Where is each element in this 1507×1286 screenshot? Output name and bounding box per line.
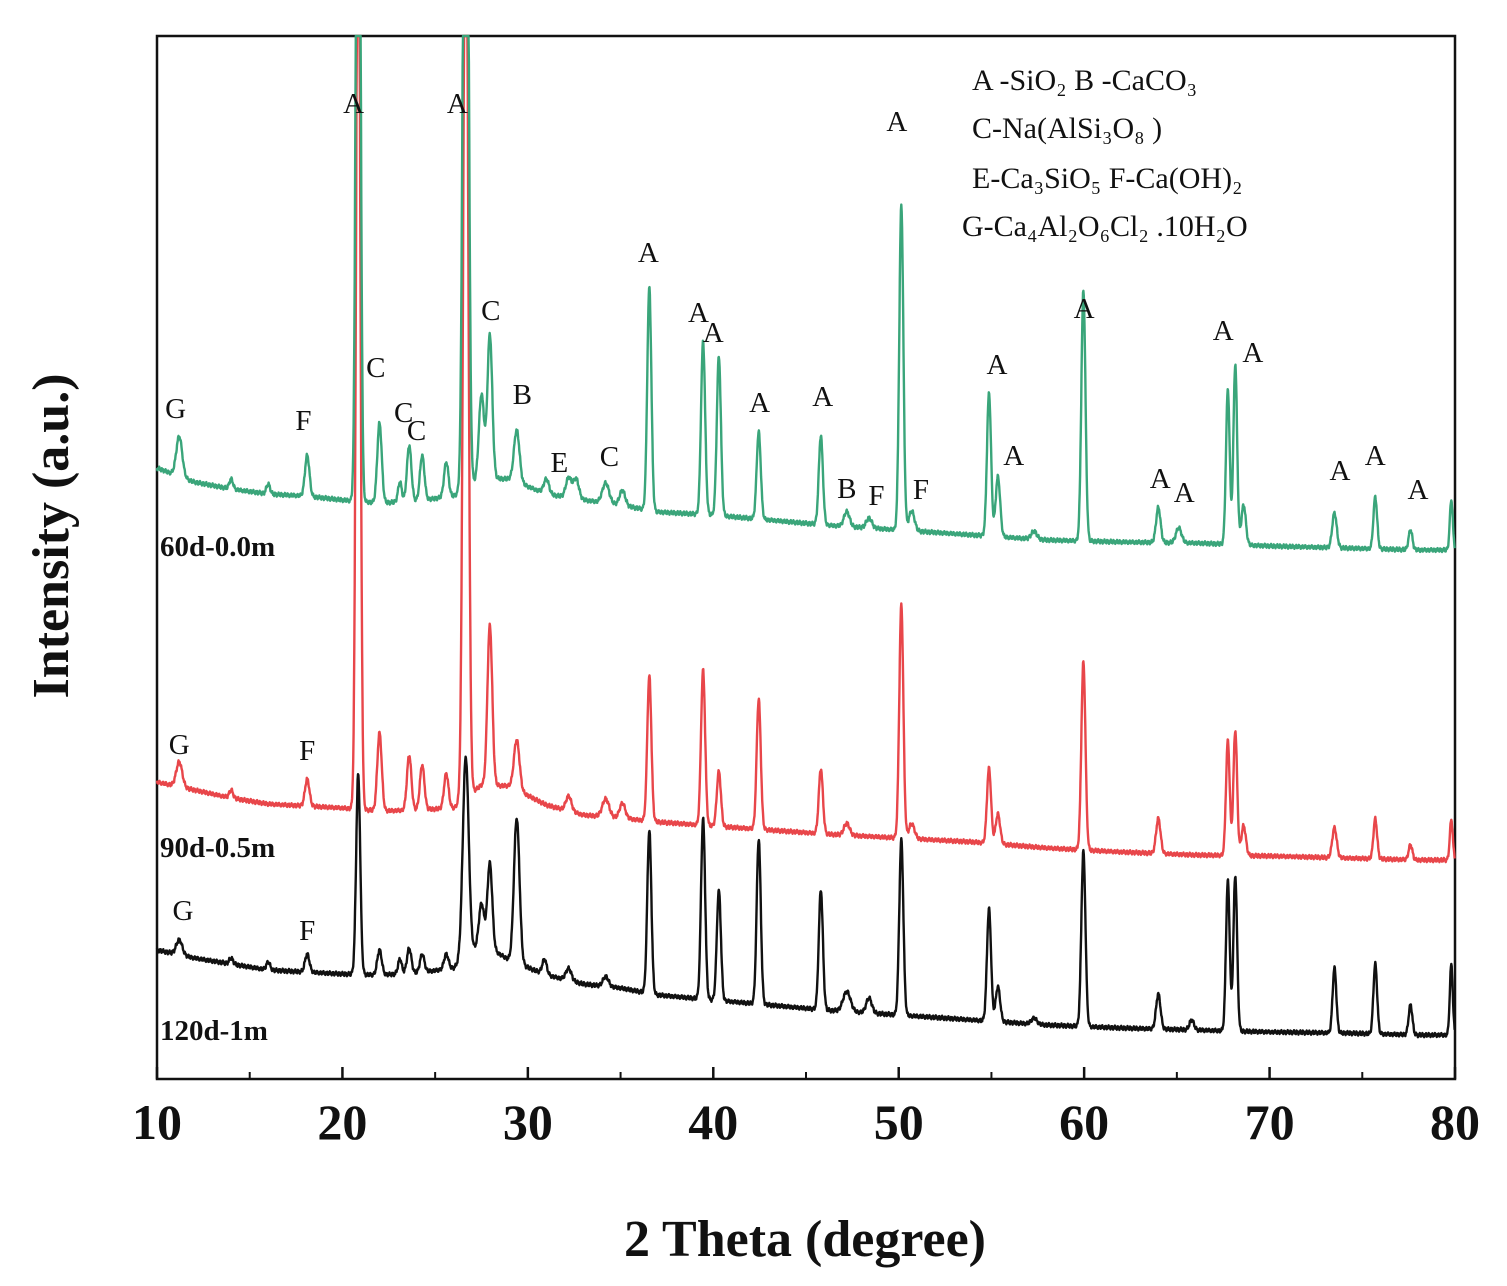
y-axis-title: Intensity (a.u.) <box>23 373 80 698</box>
x-axis-title: 2 Theta (degree) <box>624 1211 986 1268</box>
x-tick-label: 30 <box>503 1094 553 1150</box>
x-axis-ticks: 10 20 30 40 50 60 70 80 <box>132 1067 1480 1150</box>
peak-label: A <box>886 106 907 138</box>
peak-label: B <box>837 473 856 505</box>
legend-line: C-Na(AlSi₃O₈ ) <box>972 112 1162 145</box>
peak-label: C <box>481 295 500 327</box>
peak-label: A <box>703 317 724 349</box>
peak-label: C <box>600 441 619 473</box>
peak-label: A <box>447 88 468 120</box>
peak-label: F <box>868 480 884 512</box>
peak-label: A <box>1365 440 1386 472</box>
peak-label: B <box>513 379 532 411</box>
series-label: 120d-1m <box>160 1015 268 1047</box>
peak-label: A <box>1407 474 1428 506</box>
series-line-60d-0.0m <box>155 34 1456 554</box>
x-tick-label: 10 <box>132 1094 182 1150</box>
peak-label: A <box>1003 440 1024 472</box>
peak-label: C <box>366 352 385 384</box>
peak-label: A <box>688 297 709 329</box>
peak-label: A <box>1213 315 1234 347</box>
peak-label: C <box>407 415 426 447</box>
peak-label: F <box>295 405 311 437</box>
x-tick-label: 20 <box>317 1094 367 1150</box>
legend-line: A -SiO₂ B -CaCO₃ <box>972 64 1197 97</box>
peak-label: G <box>169 729 190 761</box>
legend-line: E-Ca₃SiO₅ F-Ca(OH)₂ <box>972 162 1243 195</box>
peak-label: A <box>1150 463 1171 495</box>
legend-line: G-Ca₄Al₂O₆Cl₂ .10H₂O <box>962 210 1248 243</box>
peak-label: F <box>299 735 315 767</box>
x-tick-label: 50 <box>874 1094 924 1150</box>
series-line-120d-1m <box>155 755 1456 1039</box>
peak-label: A <box>812 381 833 413</box>
peak-label: G <box>165 393 186 425</box>
peak-label: A <box>987 349 1008 381</box>
x-tick-label: 60 <box>1059 1094 1109 1150</box>
peak-label: A <box>749 387 770 419</box>
series-label: 60d-0.0m <box>160 531 275 563</box>
plot-frame <box>155 34 1457 1081</box>
phase-legend: A -SiO₂ B -CaCO₃ C-Na(AlSi₃O₈ ) E-Ca₃SiO… <box>962 64 1248 243</box>
peak-label: E <box>551 447 569 479</box>
peak-label: A <box>1330 455 1351 487</box>
x-tick-label: 80 <box>1430 1094 1480 1150</box>
peak-label: A <box>1174 477 1195 509</box>
series-layer <box>155 34 1456 1039</box>
peak-label: F <box>299 915 315 947</box>
peak-label: A <box>1242 337 1263 369</box>
series-line-90d-0.5m <box>155 34 1456 864</box>
x-tick-label: 40 <box>688 1094 738 1150</box>
peak-label: A <box>343 88 364 120</box>
peak-label: F <box>913 474 929 506</box>
plot-area <box>155 34 1457 1081</box>
series-label: 90d-0.5m <box>160 832 275 864</box>
peak-label: A <box>1074 293 1095 325</box>
peak-label: G <box>172 895 193 927</box>
peak-label: C <box>394 397 413 429</box>
x-tick-label: 70 <box>1245 1094 1295 1150</box>
peak-label: A <box>638 237 659 269</box>
